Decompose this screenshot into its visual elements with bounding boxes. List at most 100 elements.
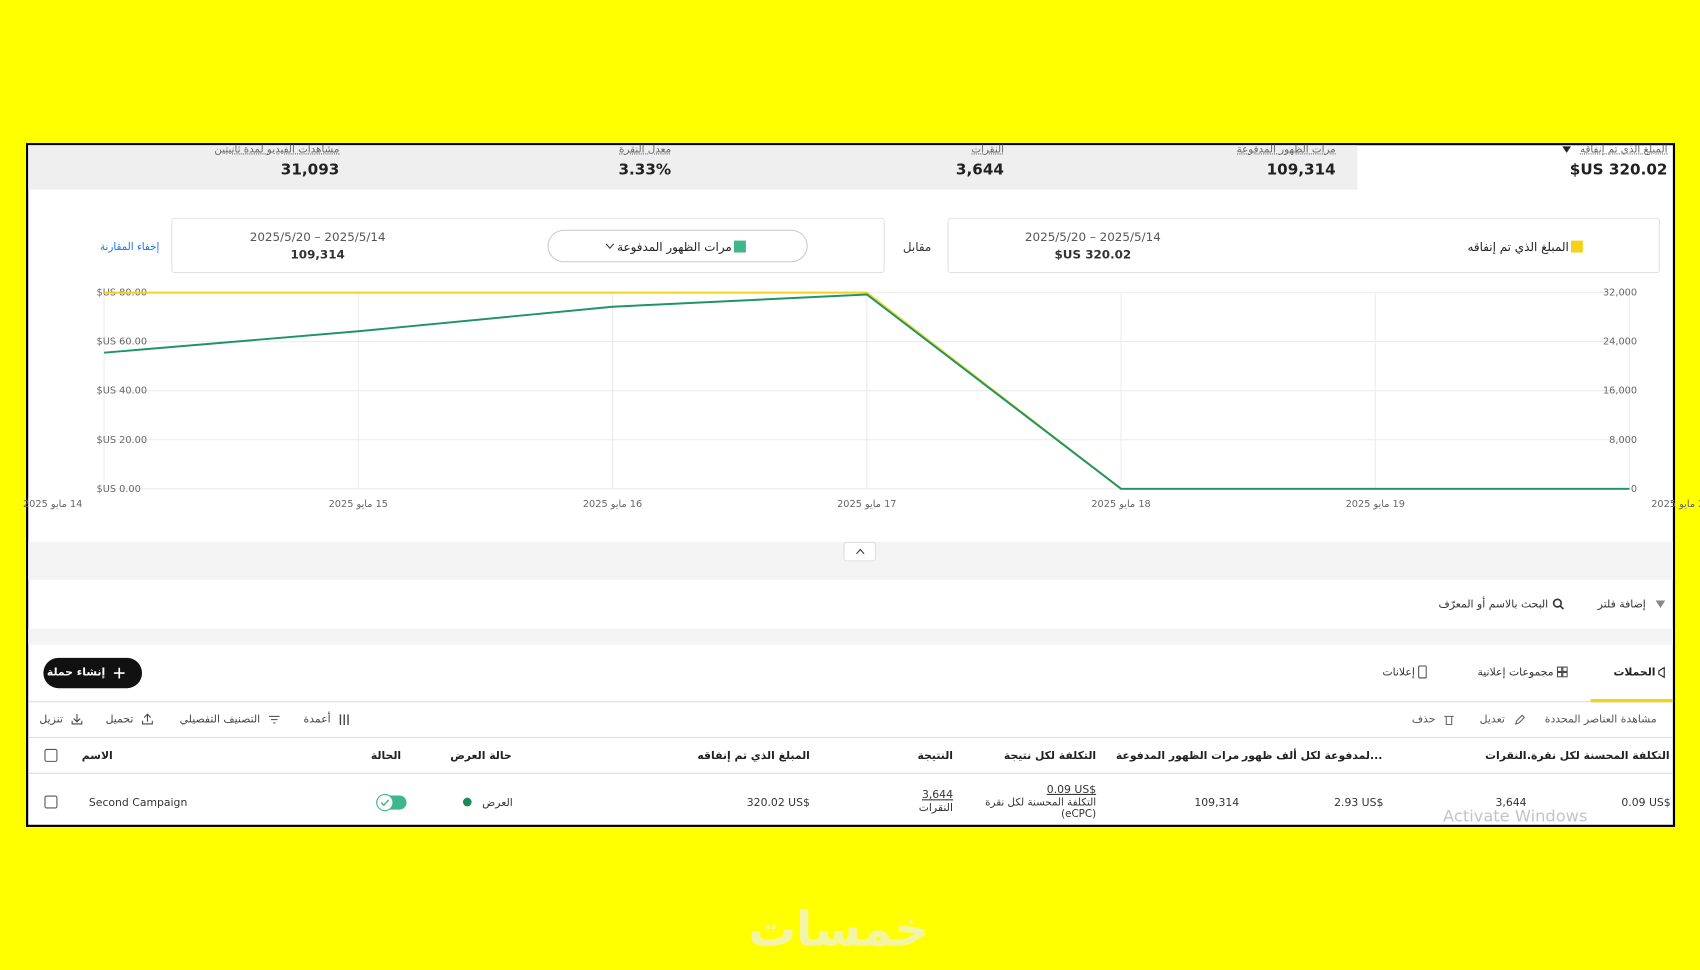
metrics-strip xyxy=(28,145,1358,190)
x-tick-label: 15 مايو 2025 xyxy=(329,499,388,510)
column-header[interactable]: النقرات xyxy=(1485,750,1527,763)
metric-label[interactable]: النقرات xyxy=(971,143,1004,156)
edit-icon xyxy=(1514,714,1526,725)
breakdown-icon xyxy=(268,715,280,724)
watermark: Activate Windows xyxy=(1443,806,1588,826)
cell: العرض xyxy=(482,797,513,810)
window xyxy=(26,143,1676,827)
y-tick-label: $US 40.00 xyxy=(96,386,147,397)
watermark-logo: خمسات xyxy=(748,902,929,958)
download-icon xyxy=(71,714,83,725)
toolbar-action[interactable]: تعديل xyxy=(1479,713,1505,726)
toolbar-action[interactable]: أعمدة xyxy=(303,713,331,726)
y-tick-label: 24,000 xyxy=(1603,337,1637,348)
create-button-label[interactable]: إنشاء حملة xyxy=(46,667,106,680)
table-border xyxy=(28,772,1673,774)
cell: 3,644 xyxy=(1495,797,1527,810)
cell: 320.02 US$ xyxy=(746,797,810,810)
metric-label[interactable]: المبلغ الذي تم إنفاقه xyxy=(1579,143,1668,156)
total: 109,314 xyxy=(290,247,345,262)
compare-card xyxy=(171,217,885,274)
cell: 0.09 US$ xyxy=(1621,797,1671,810)
toolbar-action[interactable]: مشاهدة العناصر المحددة xyxy=(1544,713,1657,726)
legend-swatch xyxy=(733,240,746,253)
metric-value: 3,644 xyxy=(955,161,1004,179)
column-header[interactable]: التكلفة المحسنة لكل نقرة... xyxy=(1518,750,1670,763)
x-tick-label: 17 مايو 2025 xyxy=(837,499,896,510)
column-header[interactable]: المبلغ الذي تم إنفاقه xyxy=(697,750,810,763)
x-tick-label: 16 مايو 2025 xyxy=(583,499,642,510)
active-tab-underline xyxy=(1590,699,1673,703)
column-header[interactable]: الاسم xyxy=(81,750,113,763)
metric-value: 31,093 xyxy=(280,161,340,179)
metric-value: 3.33% xyxy=(618,161,672,179)
y-tick-label: 0 xyxy=(1631,484,1637,495)
x-tick-label: 19 مايو 2025 xyxy=(1346,499,1405,510)
tab-icon xyxy=(1658,666,1665,679)
column-header[interactable]: مرات الظهور المدفوعة xyxy=(1115,750,1240,763)
column-header[interactable]: التكلفة لكل نتيجة xyxy=(1003,750,1097,763)
tab[interactable]: إعلانات xyxy=(1382,667,1415,680)
legend-entry: المبلغ الذي تم إنفاقه xyxy=(1467,240,1569,255)
tab[interactable]: مجموعات إعلانية xyxy=(1477,667,1554,680)
x-tick-label: 14 مايو 2025 xyxy=(23,499,82,510)
total: $US 320.02 xyxy=(1054,247,1132,262)
toolbar-action[interactable]: تحميل xyxy=(105,713,134,726)
toolbar-action[interactable]: تنزيل xyxy=(39,713,63,726)
chevron xyxy=(605,243,615,250)
column-header[interactable]: الحالة xyxy=(370,750,402,763)
cell[interactable]: 3,644 xyxy=(921,789,953,802)
columns-icon xyxy=(339,714,349,726)
metric-label[interactable]: مشاهدات الفيديو لمدة ثانيتين xyxy=(214,143,340,156)
tab-icon xyxy=(1556,666,1568,678)
add-filter[interactable]: إضافة فلتر xyxy=(1597,598,1646,611)
column-header[interactable]: النتيجة xyxy=(917,750,953,763)
metric-value: $US 320.02 xyxy=(1569,161,1668,179)
metric-label[interactable]: معدل النقرة xyxy=(619,143,672,156)
search-icon xyxy=(1552,598,1564,610)
tab-divider xyxy=(28,701,1673,703)
cell: 2.93 US$ xyxy=(1334,797,1384,810)
cell[interactable]: 0.09 US$ xyxy=(1046,784,1097,797)
upload-icon xyxy=(142,713,153,725)
y-tick-label: $US 60.00 xyxy=(96,337,147,348)
plus-icon xyxy=(113,667,125,679)
toggle[interactable] xyxy=(375,793,408,812)
column-header[interactable]: ...لمدفوعة لكل ألف ظهور xyxy=(1241,750,1383,763)
compare-card xyxy=(947,217,1660,274)
legend-swatch xyxy=(1570,240,1583,253)
toolbar-action[interactable]: حذف xyxy=(1411,713,1436,726)
tab-icon xyxy=(1418,665,1427,679)
metric-value: 109,314 xyxy=(1266,161,1336,179)
checkbox[interactable] xyxy=(44,748,58,762)
date-range: 2025/5/20 – 2025/5/14 xyxy=(249,230,386,245)
divider-band xyxy=(28,628,1673,645)
series-line xyxy=(103,293,1630,490)
dropdown-icon xyxy=(1562,146,1571,153)
y-tick-label: 32,000 xyxy=(1603,288,1637,299)
date-range: 2025/5/20 – 2025/5/14 xyxy=(1024,230,1161,245)
y-tick-label: 8,000 xyxy=(1609,435,1637,446)
metric-dropdown[interactable] xyxy=(547,229,808,263)
y-tick-label: $US 0.00 xyxy=(96,484,140,495)
cell: 109,314 xyxy=(1194,797,1240,810)
column-header[interactable]: حالة العرض xyxy=(450,750,512,763)
line-chart: $US 0.00$US 20.00$US 40.00$US 60.00$US 8… xyxy=(23,288,1700,510)
filter-icon xyxy=(1655,600,1666,609)
checkbox[interactable] xyxy=(44,795,58,809)
legend-entry: مرات الظهور المدفوعة xyxy=(617,240,732,255)
y-tick-label: 16,000 xyxy=(1603,386,1637,397)
metric-label[interactable]: مرات الظهور المدفوعة xyxy=(1236,143,1336,156)
chevron-up xyxy=(856,548,865,555)
cell-note: التكلفة المحسنة لكل نقرة (eCPC) xyxy=(985,796,1097,821)
search-input[interactable]: البحث بالاسم أو المعرّف xyxy=(1438,598,1549,611)
tab[interactable]: الحملات xyxy=(1613,667,1656,680)
status-dot xyxy=(462,797,472,807)
x-tick-label: 20 مايو 2025 xyxy=(1651,499,1700,510)
cell[interactable]: Second Campaign xyxy=(88,797,188,810)
create-button[interactable] xyxy=(43,657,143,689)
toolbar-action[interactable]: التصنيف التفصيلي xyxy=(179,713,261,726)
collapse-button[interactable] xyxy=(843,541,877,562)
hide-compare-link[interactable]: إخفاء المقارنة xyxy=(99,241,160,254)
